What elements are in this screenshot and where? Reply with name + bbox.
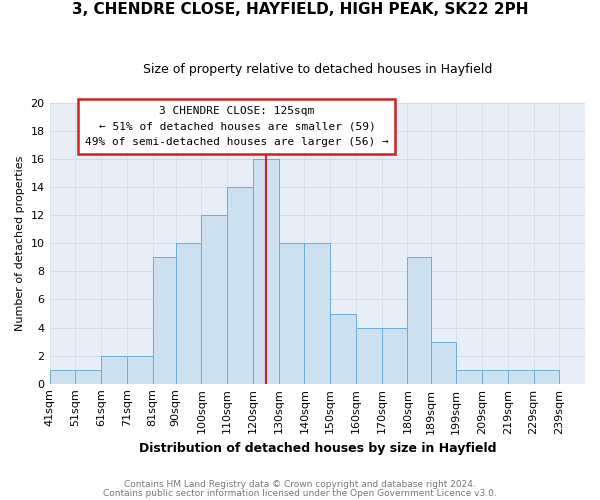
Bar: [253, 159, 278, 384]
Bar: [407, 258, 431, 384]
Bar: [330, 314, 356, 384]
Bar: [127, 356, 152, 384]
Bar: [382, 328, 407, 384]
Bar: [508, 370, 533, 384]
Bar: [533, 370, 559, 384]
Bar: [431, 342, 456, 384]
Text: Contains HM Land Registry data © Crown copyright and database right 2024.: Contains HM Land Registry data © Crown c…: [124, 480, 476, 489]
Bar: [482, 370, 508, 384]
Text: Contains public sector information licensed under the Open Government Licence v3: Contains public sector information licen…: [103, 488, 497, 498]
Bar: [227, 187, 253, 384]
Bar: [278, 244, 304, 384]
Bar: [75, 370, 101, 384]
Y-axis label: Number of detached properties: Number of detached properties: [15, 156, 25, 331]
Text: 3 CHENDRE CLOSE: 125sqm
← 51% of detached houses are smaller (59)
49% of semi-de: 3 CHENDRE CLOSE: 125sqm ← 51% of detache…: [85, 106, 389, 147]
Bar: [50, 370, 75, 384]
X-axis label: Distribution of detached houses by size in Hayfield: Distribution of detached houses by size …: [139, 442, 496, 455]
Title: Size of property relative to detached houses in Hayfield: Size of property relative to detached ho…: [143, 62, 492, 76]
Bar: [456, 370, 482, 384]
Bar: [356, 328, 382, 384]
Bar: [202, 216, 227, 384]
Bar: [152, 258, 176, 384]
Bar: [176, 244, 202, 384]
Bar: [101, 356, 127, 384]
Bar: [304, 244, 330, 384]
Text: 3, CHENDRE CLOSE, HAYFIELD, HIGH PEAK, SK22 2PH: 3, CHENDRE CLOSE, HAYFIELD, HIGH PEAK, S…: [72, 2, 528, 18]
